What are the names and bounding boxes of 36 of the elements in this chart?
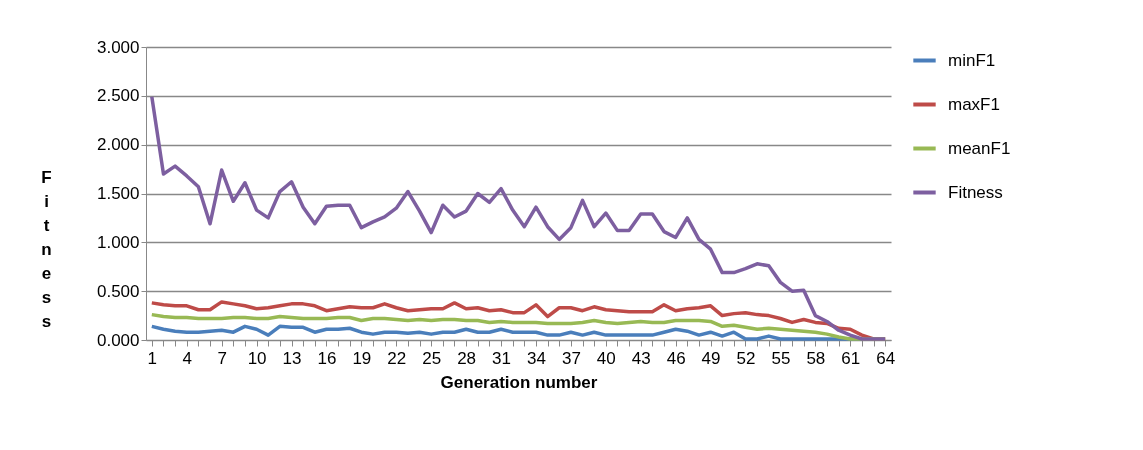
x-tick-label: 22 (387, 348, 407, 368)
x-tick-label: 13 (282, 348, 302, 368)
x-tick-label: 46 (666, 348, 686, 368)
x-tick-label: 64 (876, 348, 896, 368)
x-tick-label: 40 (596, 348, 616, 368)
x-tick-label: 43 (631, 348, 651, 368)
y-tick-label: 0.500 (96, 281, 140, 301)
x-tick-label: 31 (492, 348, 511, 368)
x-tick-label: 25 (422, 348, 442, 368)
y-tick-label: 1.000 (96, 232, 140, 252)
x-tick-label: 7 (217, 348, 227, 368)
y-axis-title: Fitness (41, 167, 52, 331)
x-axis-title: Generation number (440, 372, 598, 392)
x-tick-label: 28 (457, 348, 477, 368)
x-tick-label: 58 (806, 348, 826, 368)
legend-label: maxF1 (948, 94, 1000, 114)
x-tick-label: 37 (561, 348, 581, 368)
y-tick-label: 1.500 (96, 184, 140, 203)
line-series (150, 95, 887, 341)
legend-label: meanF1 (948, 138, 1011, 158)
x-tick-label: 61 (841, 348, 861, 368)
x-tick-label: 55 (771, 348, 791, 368)
y-tick-label: 2.000 (96, 135, 140, 155)
x-tick-label: 1 (147, 348, 158, 368)
x-tick-label: 49 (701, 348, 721, 368)
legend-label: minF1 (948, 50, 996, 70)
x-tick-label: 19 (352, 348, 372, 368)
legend-label: Fitness (948, 182, 1003, 202)
y-tick-label: 0.000 (96, 330, 140, 350)
x-tick-label: 10 (247, 348, 267, 368)
x-tick-label: 4 (182, 348, 192, 368)
y-tick-label: 2.500 (96, 86, 140, 106)
x-tick-label: 16 (317, 348, 337, 368)
x-tick-label: 34 (527, 348, 546, 368)
x-tick-label: 52 (736, 348, 756, 368)
y-tick-label: 3.000 (96, 37, 140, 57)
